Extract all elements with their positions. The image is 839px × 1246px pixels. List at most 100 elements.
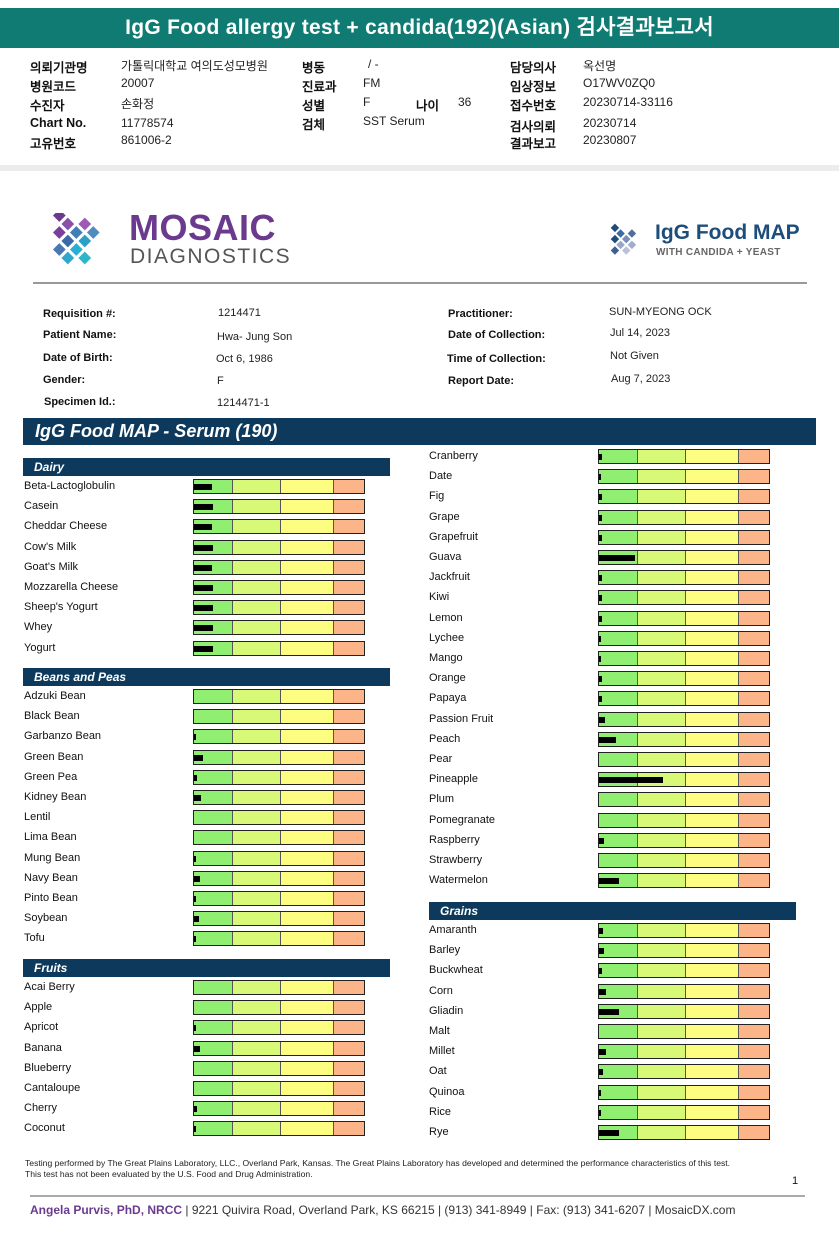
food-label: Cherry — [24, 1102, 58, 1115]
bar-zone — [233, 981, 281, 994]
bar-zone — [638, 470, 686, 484]
food-label: Peach — [429, 732, 461, 745]
bar-zone — [686, 964, 739, 978]
bar-zone — [233, 621, 281, 635]
bar-zone — [686, 773, 739, 787]
bar-zone — [739, 530, 769, 544]
bar-zone — [638, 571, 686, 585]
result-level-fill — [194, 795, 201, 801]
food-label: Lychee — [429, 631, 465, 644]
bar-zone — [686, 793, 739, 807]
result-level-fill — [194, 645, 213, 652]
bar-zone — [686, 944, 739, 958]
bar-zone — [194, 981, 233, 994]
bar-zone — [686, 450, 739, 463]
result-level-fill — [194, 916, 200, 923]
bar-zone — [281, 500, 334, 514]
info-value: FM — [363, 76, 381, 90]
bar-zone — [739, 732, 769, 746]
bar-zone — [281, 791, 334, 804]
result-level-fill — [599, 494, 603, 501]
bar-zone — [281, 1001, 334, 1015]
info-value: 20230714 — [583, 116, 637, 130]
bar-zone — [686, 672, 739, 686]
result-level-fill — [194, 754, 203, 761]
food-label: Apricot — [24, 1021, 59, 1034]
info-label: 검사의뢰 — [510, 120, 557, 134]
igg-food-map-logo: IgG Food MAP WITH CANDIDA + YEAST — [592, 221, 812, 266]
result-bar — [193, 620, 365, 636]
bar-zone — [599, 833, 638, 847]
logo-diagnostics-text: DIAGNOSTICS — [130, 245, 292, 268]
patient-value: F — [217, 375, 224, 387]
bar-zone — [638, 1065, 686, 1079]
result-bar — [193, 769, 365, 785]
bar-zone — [686, 984, 739, 998]
result-level-fill — [599, 1109, 601, 1116]
footer-divider — [30, 1195, 805, 1197]
info-value: 20230807 — [583, 133, 637, 147]
bar-zone — [233, 851, 281, 865]
patient-value: Aug 7, 2023 — [611, 373, 671, 385]
bar-zone — [686, 551, 739, 564]
bar-zone — [599, 490, 638, 504]
food-label: Strawberry — [429, 854, 483, 866]
bar-zone — [739, 490, 769, 504]
info-label: 성별 — [302, 99, 326, 113]
footer-name: Angela Purvis, PhD, NRCC — [30, 1203, 183, 1217]
bar-zone — [233, 811, 281, 825]
bar-zone — [334, 581, 364, 594]
footer-address: | 9221 Quivira Road, Overland Park, KS 6… — [182, 1203, 736, 1217]
result-level-fill — [599, 716, 606, 723]
result-bar — [598, 752, 770, 767]
result-bar — [598, 550, 770, 565]
bar-zone — [233, 912, 281, 926]
info-label: 병원코드 — [30, 80, 77, 94]
result-bar — [598, 1125, 770, 1140]
patient-label: Patient Name: — [43, 329, 117, 341]
bar-zone — [739, 874, 769, 888]
food-label: Mung Bean — [24, 851, 81, 864]
bar-zone — [686, 692, 739, 706]
result-level-fill — [194, 605, 213, 612]
info-label: 임상정보 — [510, 80, 557, 94]
food-label: Goat's Milk — [24, 560, 79, 573]
igg-logo-title: IgG Food MAP — [655, 221, 800, 244]
bar-zone — [739, 1045, 769, 1059]
bar-zone — [638, 490, 686, 504]
bar-zone — [739, 1025, 769, 1038]
bar-zone — [281, 892, 334, 905]
result-bar — [598, 1084, 770, 1100]
bar-zone — [599, 672, 638, 686]
bar-zone — [281, 581, 334, 594]
bar-zone — [686, 874, 739, 888]
food-label: Watermelon — [429, 874, 488, 887]
result-bar — [193, 499, 365, 515]
bar-zone — [194, 1041, 233, 1055]
info-value: 옥선명 — [583, 59, 617, 73]
bar-zone — [334, 1041, 364, 1055]
info-label: 접수번호 — [510, 99, 557, 113]
bar-zone — [334, 601, 364, 615]
bar-zone — [739, 1126, 769, 1139]
food-label: Adzuki Bean — [24, 690, 86, 702]
result-level-fill — [599, 534, 602, 541]
bar-zone — [638, 530, 686, 544]
bar-zone — [599, 470, 638, 484]
result-level-fill — [194, 1106, 197, 1113]
bar-zone — [194, 1102, 233, 1116]
bar-zone — [233, 710, 281, 724]
result-bar — [193, 980, 365, 995]
bar-zone — [233, 871, 281, 885]
bar-zone — [194, 892, 233, 905]
bar-zone — [599, 571, 638, 585]
mosaic-logo: MOSAIC DIAGNOSTICS — [34, 207, 290, 273]
result-level-fill — [194, 504, 213, 511]
bar-zone — [233, 932, 281, 946]
result-bar — [193, 870, 365, 886]
result-bar — [193, 1121, 365, 1137]
result-level-fill — [599, 777, 663, 784]
bar-zone — [334, 791, 364, 804]
food-label: Quinoa — [429, 1085, 465, 1098]
food-label: Lima Bean — [24, 831, 77, 844]
